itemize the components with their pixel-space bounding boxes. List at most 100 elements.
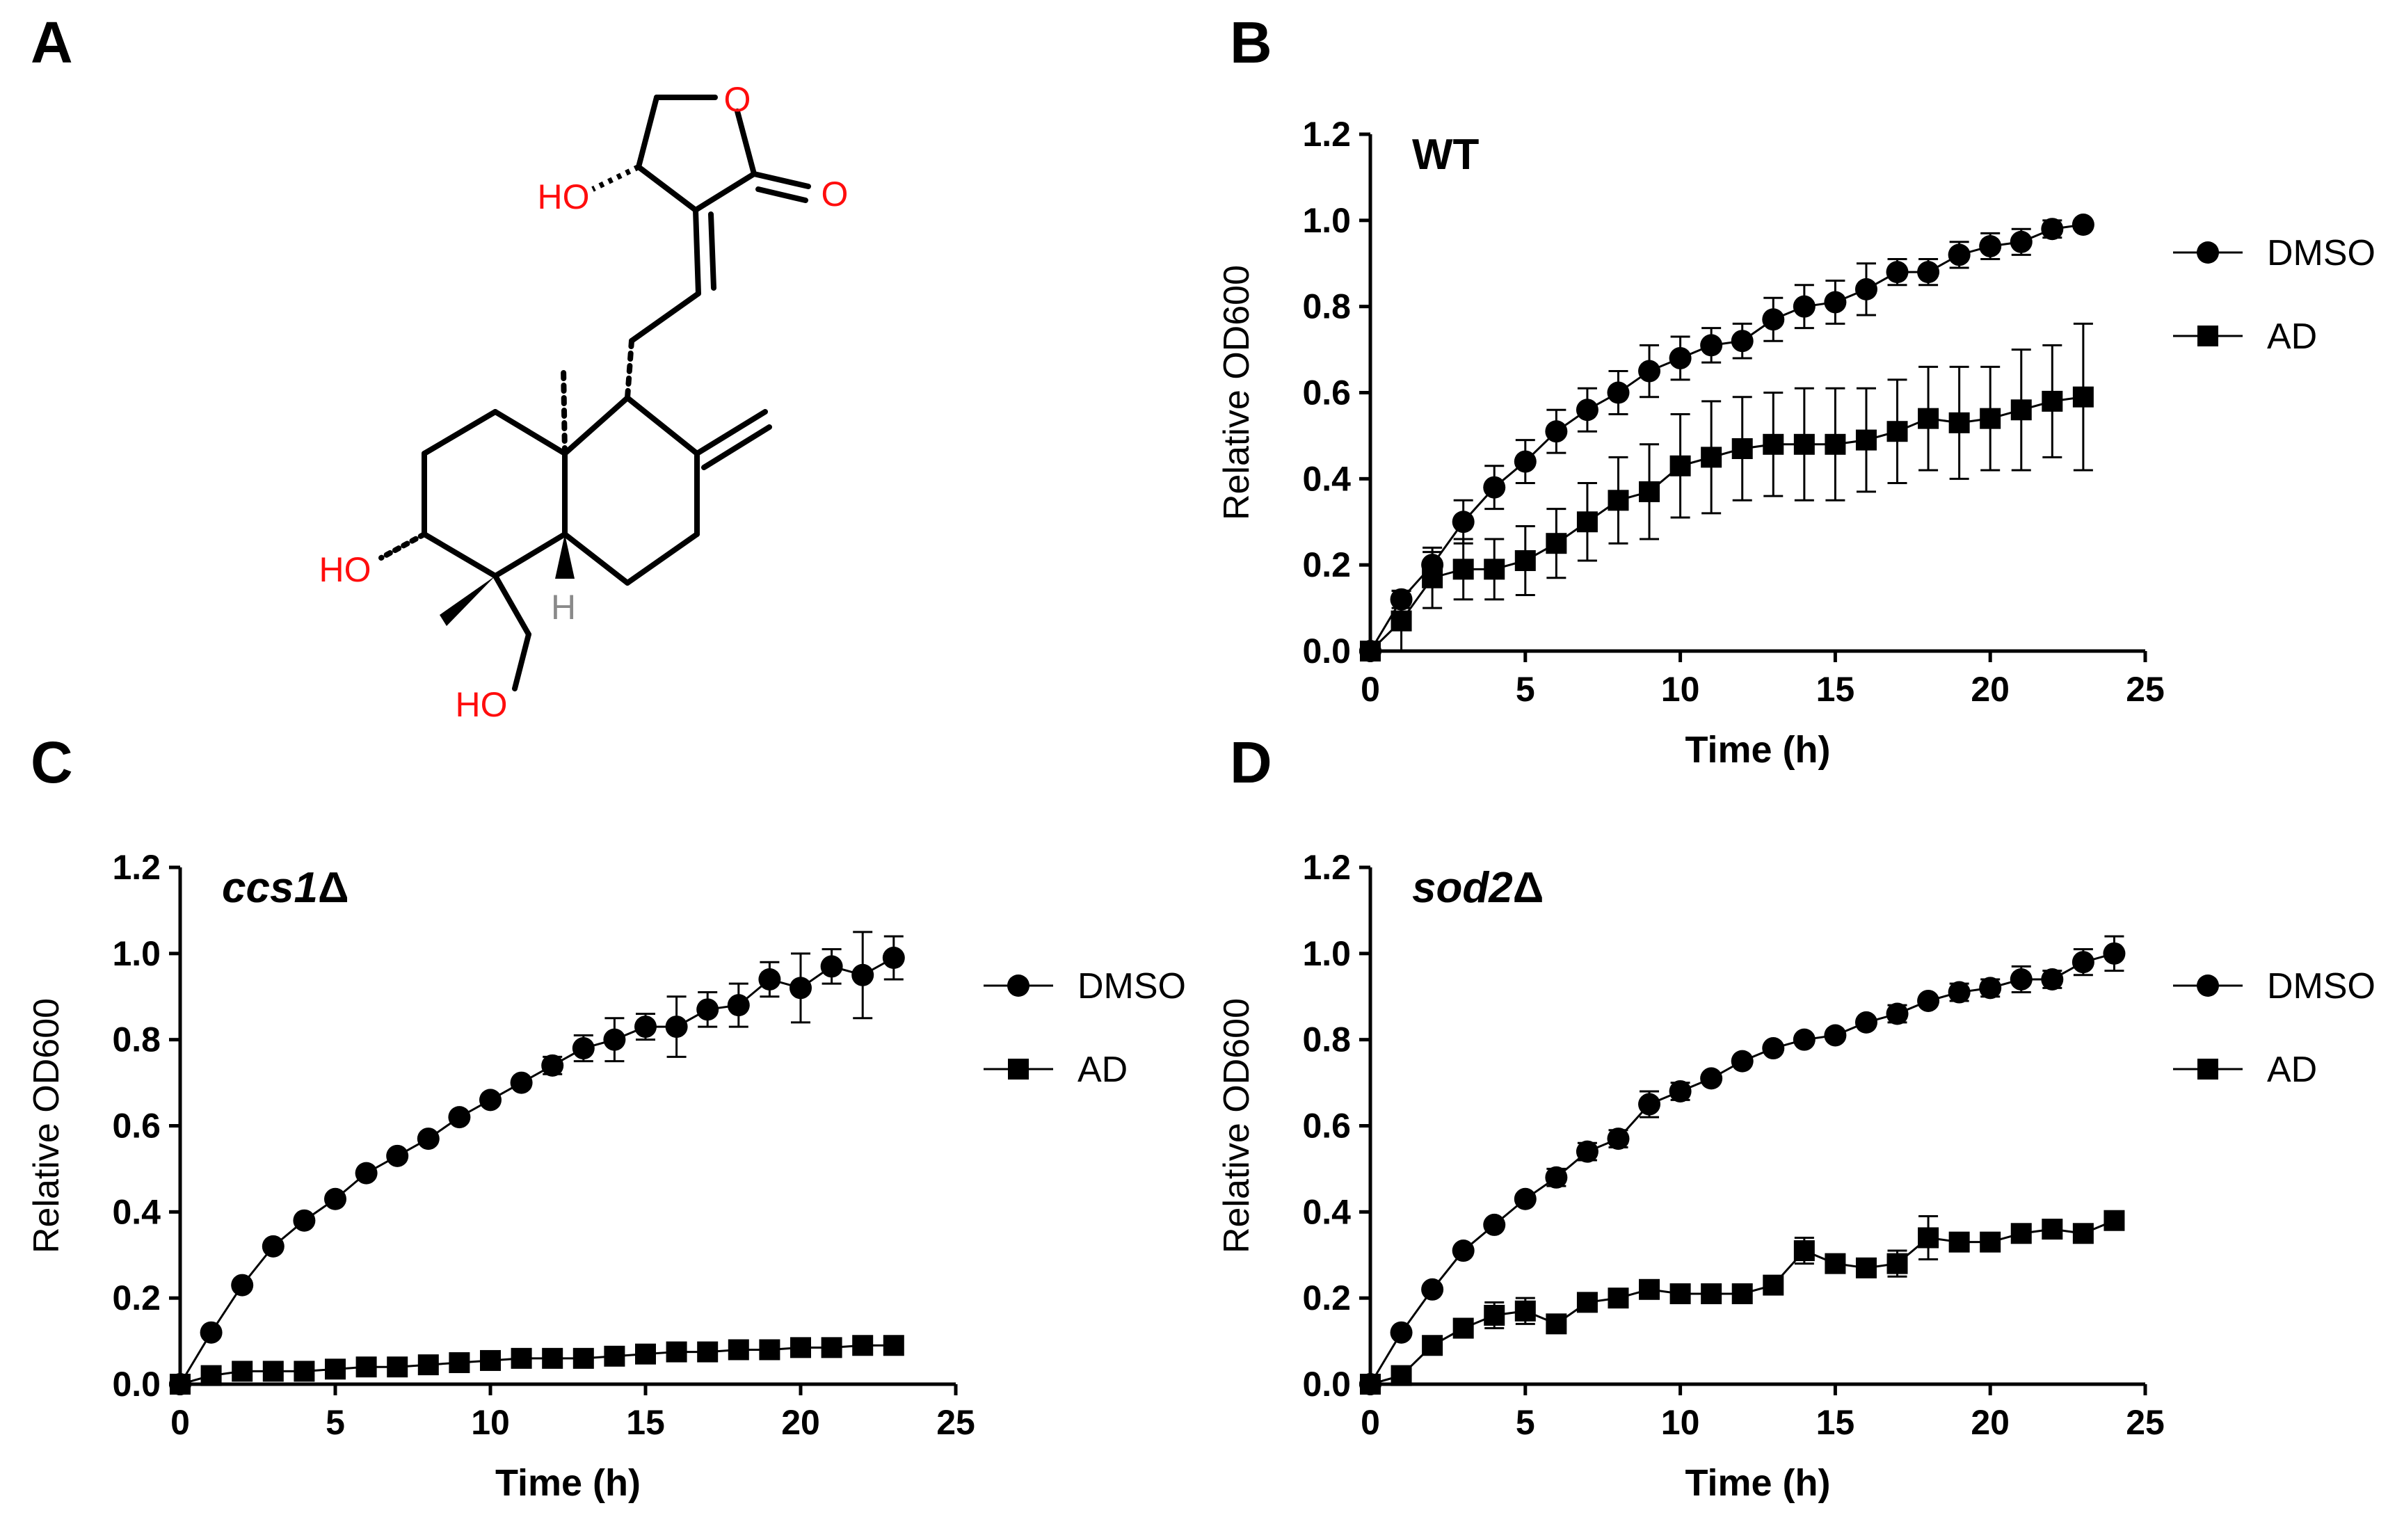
data-point [1701,1283,1722,1304]
data-point [1855,1257,1877,1278]
data-point [820,955,843,978]
data-point [1917,261,1940,284]
data-point [790,1337,811,1358]
data-point [1824,291,1847,314]
series-line [179,956,895,1385]
carbonyl-bond [751,171,811,189]
data-point [852,1335,874,1356]
atom-label-ring-oxygen: O [724,80,751,119]
y-tick-label: 0.0 [1302,1365,1351,1404]
data-point [2072,951,2094,974]
data-point [324,1187,346,1210]
data-point [355,1356,377,1378]
chart-c: 0.0 0.2 0.4 0.6 0.8 1.0 1.2 0 5 10 15 20 25 Time (h) R… [26,848,1186,1504]
data-point [1979,234,2002,257]
x-tick-label: 10 [1661,670,1700,709]
data-point [728,1339,749,1361]
x-axis-title: Time (h) [1685,729,1830,771]
data-point [1638,360,1661,383]
y-tick-label: 0.2 [1302,545,1351,584]
data-point [1545,1166,1568,1189]
series-ad [1360,322,2094,661]
lactone-bond [636,95,659,170]
hashed-hydroxyl-bond [591,164,640,192]
data-point [386,1144,409,1167]
legend-marker-square [2197,1059,2218,1080]
y-tick-label: 0.6 [1302,1107,1351,1146]
data-point [1948,1231,1970,1253]
hashed-methyl-bond [561,364,568,456]
atom-label-ho-ring: HO [319,550,371,589]
series-ad [1360,1210,2125,1395]
data-point [449,1352,470,1374]
legend-marker-square [2197,326,2218,346]
x-tick-label: 15 [1816,670,1855,709]
x-tick-label: 0 [170,1403,190,1442]
data-point [1731,438,1753,459]
data-point [541,1054,564,1077]
wedge-bond [440,576,495,626]
data-point [2041,218,2064,241]
data-point [634,1016,657,1038]
x-tick-label: 5 [1516,1403,1535,1442]
data-point [1793,295,1816,318]
data-point [1638,1093,1661,1116]
data-point [1639,1278,1660,1300]
y-axis-title: Relative OD600 [26,998,67,1253]
data-point [1669,455,1691,476]
data-point [1484,1304,1505,1326]
data-point [2042,1219,2063,1240]
data-point [1700,1067,1723,1090]
ring-bond [562,395,630,456]
data-point [1360,1374,1381,1395]
data-point [1854,278,1877,300]
chart-title-delta: Δ [318,864,349,912]
data-point [2103,942,2126,965]
data-point [1948,412,1970,433]
data-point [1360,641,1381,661]
chart-title-strain: ccs1 [222,864,318,912]
legend-label: AD [2267,316,2317,357]
data-point [1980,408,2001,429]
data-point [1793,433,1815,455]
chart-title-delta: Δ [1513,864,1544,912]
chart-title-strain: sod2 [1412,864,1513,912]
exocyclic-double-bond [708,211,716,291]
data-point [759,1339,780,1361]
y-tick-label: 1.2 [1302,848,1351,887]
data-point [2072,386,2094,408]
data-point [1483,1213,1506,1236]
methylene-bond [694,409,768,456]
hydroxymethyl-bond [492,573,531,637]
data-point [1576,511,1598,533]
atom-label-ho-lactone: HO [538,177,590,216]
data-point [294,1361,315,1382]
data-point [1514,450,1537,473]
data-point [1576,1140,1598,1163]
data-point [790,977,812,1000]
legend-item-dmso: DMSO [2173,233,2375,273]
data-point [1886,1002,1909,1025]
hashed-bond [625,338,634,401]
data-point [1608,490,1629,511]
data-point [479,1089,502,1112]
y-tick-label: 0.4 [112,1192,161,1231]
data-point [1979,977,2002,1000]
x-tick-label: 5 [1516,670,1535,709]
data-point [2010,1223,2032,1244]
data-point [1607,381,1630,404]
x-tick-label: 25 [2126,670,2165,709]
data-point [2072,214,2094,236]
legend-item-ad: AD [984,1050,1128,1090]
data-point [882,947,905,970]
series-line [179,1344,894,1386]
data-point [170,1374,191,1395]
y-axis-title: Relative OD600 [1217,265,1257,520]
data-point [1452,1240,1475,1262]
x-tick-label: 25 [936,1403,975,1442]
data-point [262,1361,284,1382]
data-point [1855,429,1877,451]
data-point [480,1349,501,1371]
data-point [2103,1210,2125,1231]
lactone-bond [693,171,757,213]
